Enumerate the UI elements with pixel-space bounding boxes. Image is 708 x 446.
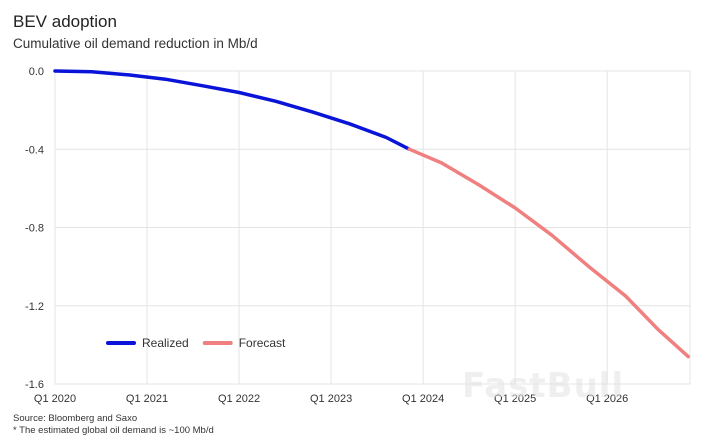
watermark-logo: FastBull: [462, 366, 625, 406]
series-line-realized: [53, 69, 412, 151]
y-tick-label: -0.8: [25, 223, 44, 235]
y-axis-ticks: 0.0 -0.4 -0.8 -1.2 -1.6: [25, 66, 44, 391]
x-tick-label: Q1 2024: [402, 393, 444, 405]
y-tick-label: 0.0: [29, 66, 44, 78]
y-tick-label: -1.6: [25, 379, 44, 391]
x-tick-label: Q1 2026: [586, 393, 628, 405]
legend: Realized Forecast: [106, 336, 286, 350]
x-tick-label: Q1 2020: [34, 393, 76, 405]
x-axis-ticks: Q1 2020 Q1 2021 Q1 2022 Q1 2023 Q1 2024 Q1 20…: [34, 393, 628, 405]
legend-label-forecast: Forecast: [239, 336, 286, 350]
footnote: * The estimated global oil demand is ~10…: [13, 425, 214, 436]
y-tick-label: -0.4: [25, 144, 44, 156]
source-note: Source: Bloomberg and Saxo: [13, 413, 138, 424]
grid-lines: [54, 70, 691, 385]
series-line-forecast: [407, 147, 690, 359]
x-tick-label: Q1 2023: [310, 393, 352, 405]
y-tick-label: -1.2: [25, 301, 44, 313]
legend-label-realized: Realized: [142, 336, 189, 350]
x-tick-label: Q1 2021: [126, 393, 168, 405]
chart-title: BEV adoption: [13, 12, 117, 31]
series-lines: [53, 69, 690, 359]
chart-subtitle: Cumulative oil demand reduction in Mb/d: [13, 36, 258, 51]
x-tick-label: Q1 2022: [218, 393, 260, 405]
x-tick-label: Q1 2025: [494, 393, 536, 405]
source-notes: Source: Bloomberg and Saxo * The estimat…: [13, 413, 214, 437]
